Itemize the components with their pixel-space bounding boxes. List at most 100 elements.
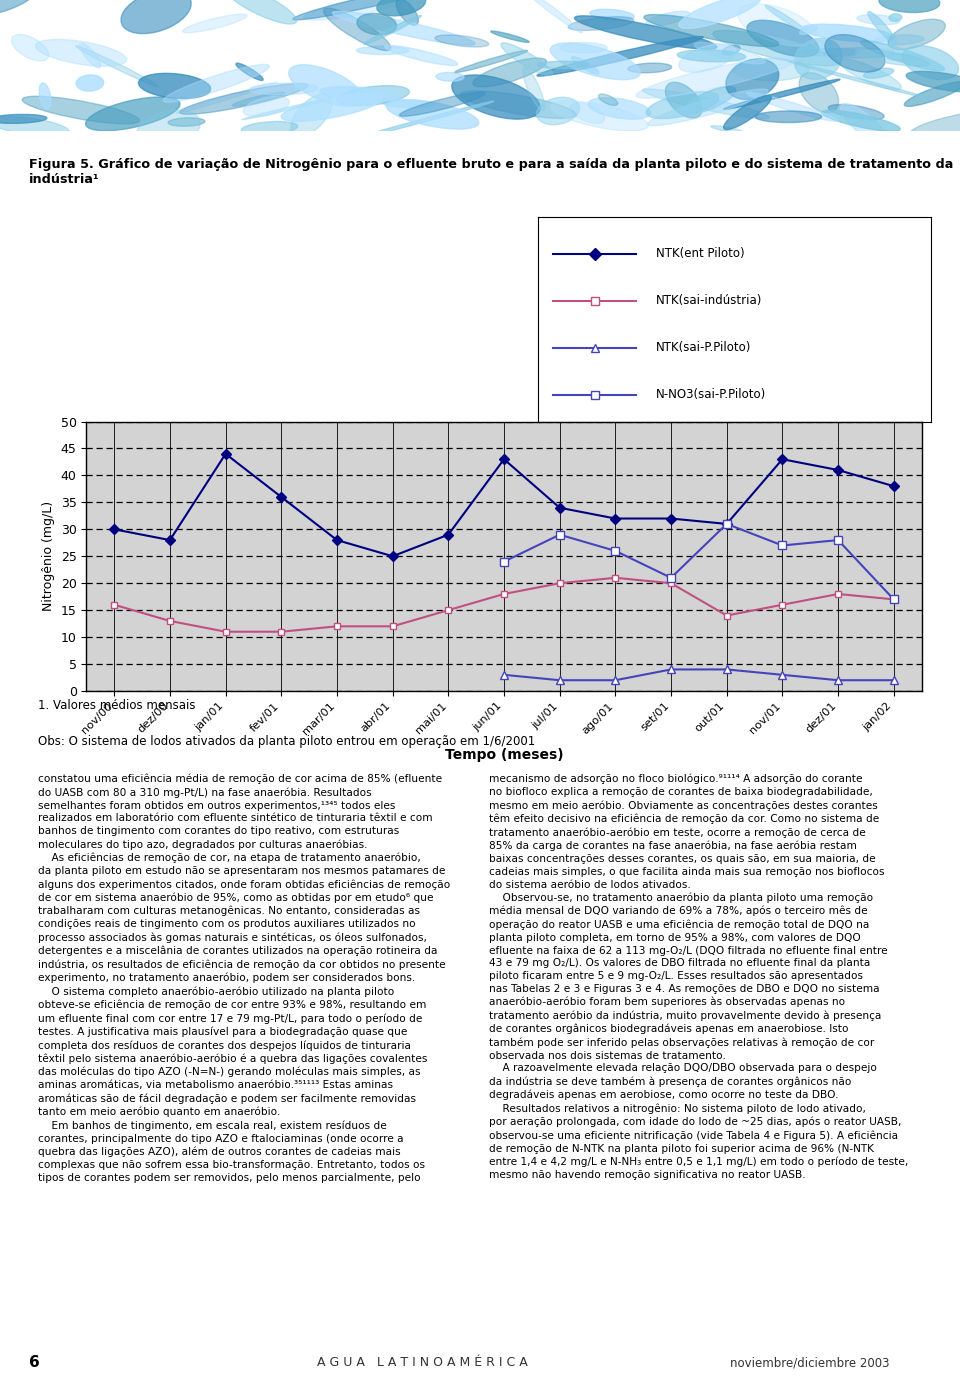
Ellipse shape <box>289 65 362 106</box>
Text: NTK(sai-P.Piloto): NTK(sai-P.Piloto) <box>656 341 751 354</box>
Ellipse shape <box>80 43 101 68</box>
Ellipse shape <box>879 0 940 12</box>
Ellipse shape <box>861 40 945 70</box>
Ellipse shape <box>679 44 736 72</box>
Ellipse shape <box>642 88 769 119</box>
Ellipse shape <box>436 72 464 82</box>
Ellipse shape <box>646 11 690 26</box>
Ellipse shape <box>811 40 833 50</box>
Ellipse shape <box>746 93 838 122</box>
Ellipse shape <box>76 46 158 87</box>
Ellipse shape <box>571 57 599 73</box>
Ellipse shape <box>568 17 634 30</box>
Ellipse shape <box>904 82 960 106</box>
Ellipse shape <box>722 46 740 55</box>
Ellipse shape <box>570 102 605 123</box>
Text: N-NO3(sai-P.Piloto): N-NO3(sai-P.Piloto) <box>656 388 766 401</box>
Text: 6: 6 <box>29 1356 39 1370</box>
Ellipse shape <box>724 95 771 130</box>
Ellipse shape <box>677 50 746 62</box>
Ellipse shape <box>840 104 890 146</box>
Ellipse shape <box>825 35 885 72</box>
Ellipse shape <box>242 100 326 120</box>
Ellipse shape <box>320 87 400 101</box>
Ellipse shape <box>589 10 635 21</box>
Ellipse shape <box>802 23 895 41</box>
Text: Figura 5. Gráfico de variação de Nitrogênio para o efluente bruto e para a saída: Figura 5. Gráfico de variação de Nitrogê… <box>29 158 953 187</box>
Ellipse shape <box>804 48 860 57</box>
Ellipse shape <box>868 11 897 44</box>
Ellipse shape <box>737 4 817 46</box>
Ellipse shape <box>232 93 285 106</box>
Ellipse shape <box>765 6 805 32</box>
Ellipse shape <box>588 98 651 119</box>
Ellipse shape <box>473 58 546 87</box>
Text: NTK(sai-indústria): NTK(sai-indústria) <box>656 294 762 307</box>
Ellipse shape <box>874 35 924 46</box>
Ellipse shape <box>724 79 840 109</box>
Ellipse shape <box>694 43 765 64</box>
Ellipse shape <box>85 97 180 131</box>
Ellipse shape <box>644 15 779 47</box>
Ellipse shape <box>236 64 263 80</box>
Ellipse shape <box>828 105 884 120</box>
Ellipse shape <box>396 0 419 25</box>
Ellipse shape <box>39 83 51 109</box>
Ellipse shape <box>538 61 588 69</box>
Ellipse shape <box>550 101 648 131</box>
Ellipse shape <box>648 88 768 126</box>
Text: 1. Valores médios mensais: 1. Valores médios mensais <box>38 699 196 712</box>
Ellipse shape <box>800 26 817 35</box>
Ellipse shape <box>176 82 277 113</box>
Ellipse shape <box>0 116 69 137</box>
Ellipse shape <box>679 0 761 29</box>
Ellipse shape <box>250 83 318 95</box>
Ellipse shape <box>293 0 442 19</box>
Ellipse shape <box>435 35 489 47</box>
Ellipse shape <box>646 91 719 119</box>
Ellipse shape <box>713 30 839 66</box>
Ellipse shape <box>550 43 640 80</box>
Ellipse shape <box>794 39 842 79</box>
Ellipse shape <box>788 61 931 100</box>
Ellipse shape <box>665 82 702 117</box>
Ellipse shape <box>36 40 127 66</box>
Ellipse shape <box>377 0 425 15</box>
Ellipse shape <box>523 0 583 33</box>
Ellipse shape <box>357 14 396 35</box>
Text: mecanismo de adsorção no floco biológico.⁹¹¹¹⁴ A adsorção do corante
no biofloco: mecanismo de adsorção no floco biológico… <box>489 774 908 1180</box>
Ellipse shape <box>121 0 191 33</box>
Ellipse shape <box>857 15 900 25</box>
Ellipse shape <box>332 11 475 46</box>
Ellipse shape <box>163 65 270 102</box>
Ellipse shape <box>168 117 204 126</box>
Ellipse shape <box>356 46 409 55</box>
Ellipse shape <box>383 101 433 108</box>
Text: NTK(ent Piloto): NTK(ent Piloto) <box>656 247 744 260</box>
Text: noviembre/diciembre 2003: noviembre/diciembre 2003 <box>730 1356 889 1370</box>
Ellipse shape <box>756 111 822 123</box>
Ellipse shape <box>281 94 382 122</box>
Ellipse shape <box>863 68 894 79</box>
Ellipse shape <box>303 0 416 21</box>
Text: Obs: O sistema de lodos ativados da planta piloto entrou em operação em 1/6/2001: Obs: O sistema de lodos ativados da plan… <box>38 735 536 748</box>
Ellipse shape <box>537 97 580 124</box>
Ellipse shape <box>799 73 839 113</box>
Ellipse shape <box>452 75 540 119</box>
Ellipse shape <box>824 48 895 58</box>
Ellipse shape <box>138 73 210 98</box>
Ellipse shape <box>711 126 744 133</box>
Ellipse shape <box>385 46 458 65</box>
Ellipse shape <box>561 43 608 53</box>
Ellipse shape <box>348 101 494 141</box>
Ellipse shape <box>386 100 479 129</box>
Ellipse shape <box>241 122 298 134</box>
Ellipse shape <box>291 94 332 137</box>
Ellipse shape <box>684 87 736 113</box>
Text: constatou uma eficiência média de remoção de cor acima de 85% (efluente
do UASB : constatou uma eficiência média de remoçã… <box>37 774 450 1183</box>
Ellipse shape <box>22 97 139 124</box>
Ellipse shape <box>909 111 960 137</box>
Text: A G U A   L A T I N O A M É R I C A: A G U A L A T I N O A M É R I C A <box>317 1356 528 1370</box>
Ellipse shape <box>182 14 248 33</box>
Y-axis label: Nitrogênio (mg/L): Nitrogênio (mg/L) <box>42 502 55 611</box>
